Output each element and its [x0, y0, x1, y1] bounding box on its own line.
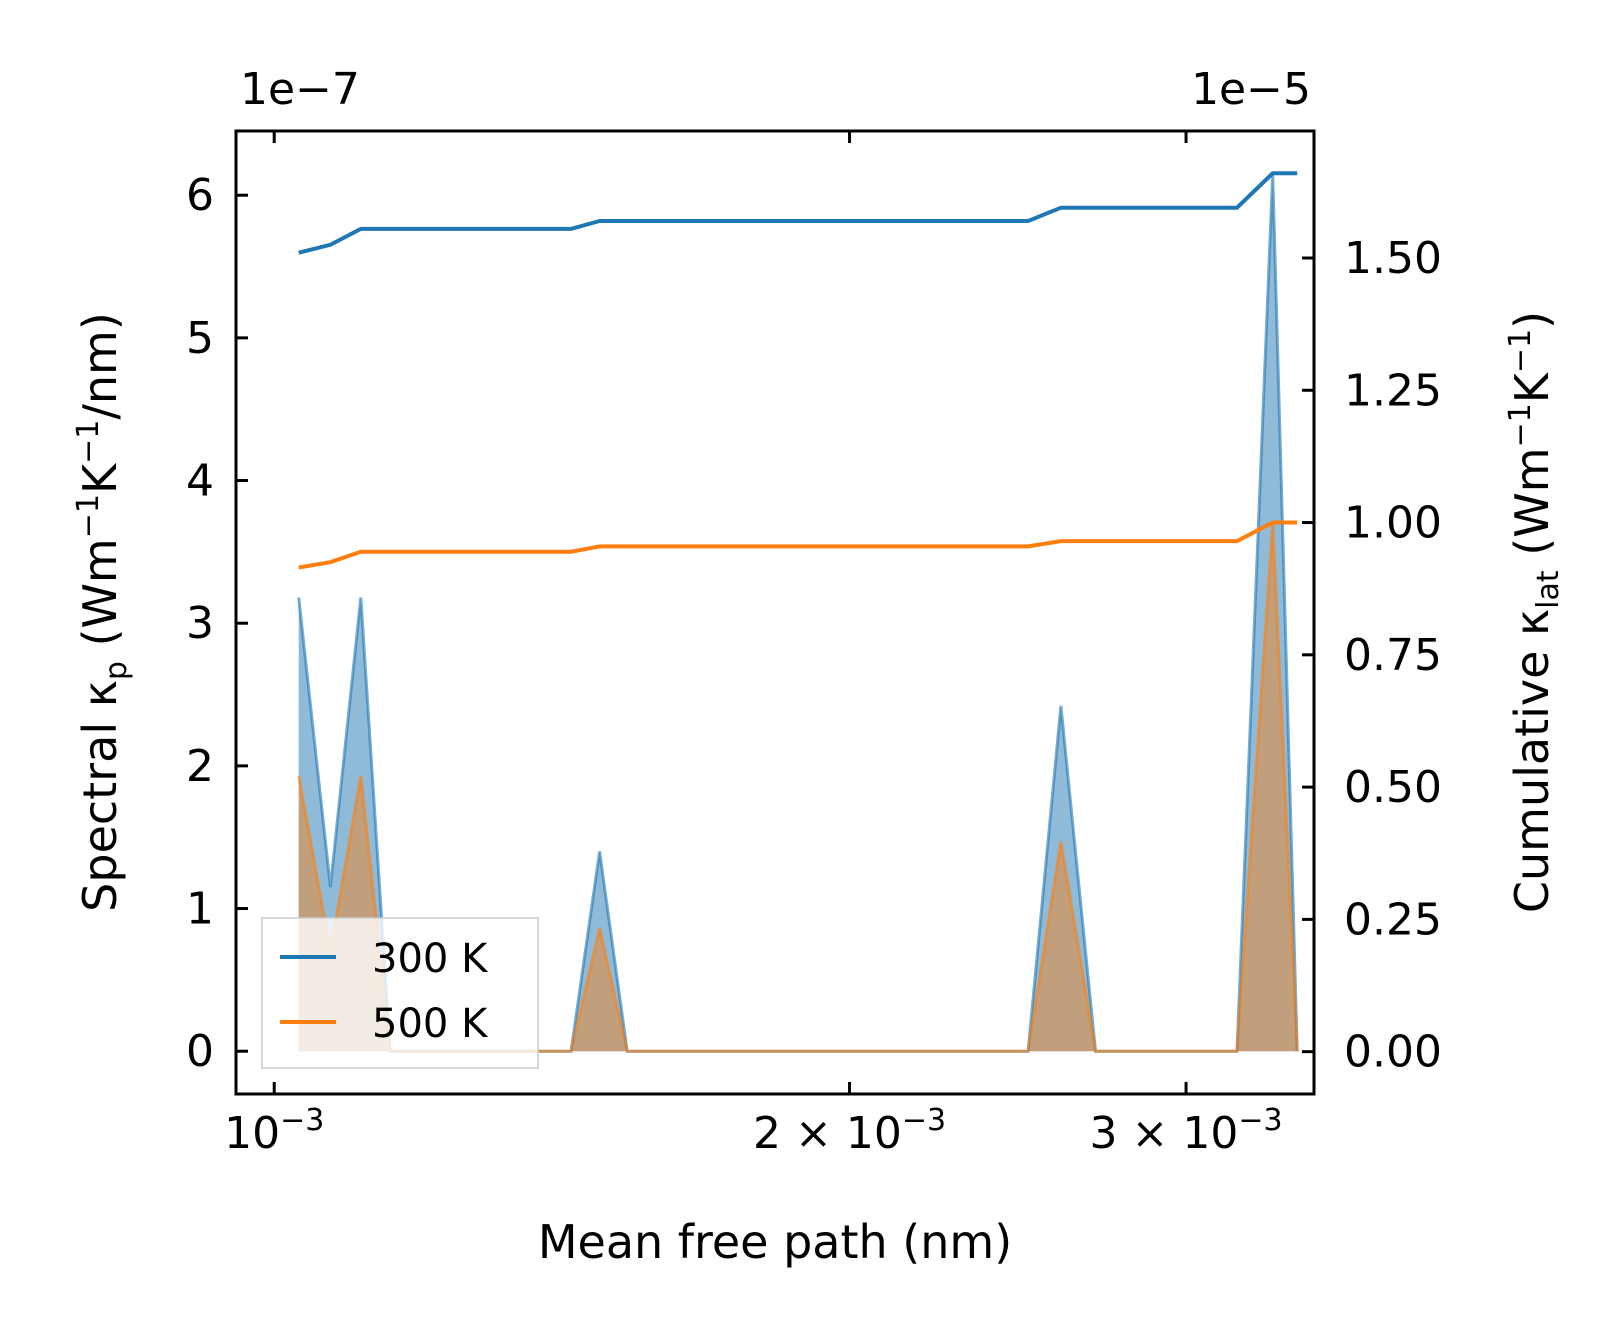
x-tick-label-base-0: 10 — [224, 1108, 280, 1159]
y-right-title-end: ) — [1505, 311, 1559, 329]
y-left-tick-label-6: 6 — [186, 170, 214, 221]
x-axis-title: Mean free path (nm) — [538, 1215, 1012, 1269]
y-left-tick-label-1: 1 — [186, 884, 214, 935]
y-left-title-sup2: −1 — [71, 420, 106, 464]
y-right-tick-label-5: 1.25 — [1344, 365, 1442, 416]
y-right-tick-layer: 0.00 0.25 0.50 0.75 1.00 1.25 1.50 — [1302, 233, 1442, 1078]
y-right-tick-label-3: 0.75 — [1344, 630, 1442, 681]
x-tick-label-base-2: 3 × 10 — [1090, 1108, 1239, 1159]
y-right-title-sup1: −1 — [1503, 403, 1538, 447]
y-right-title-units: (Wm — [1505, 447, 1559, 570]
y-left-title-units: (Wm — [73, 538, 127, 661]
y-right-tick-label-6: 1.50 — [1344, 233, 1442, 284]
x-offset-right: 1e−5 — [1191, 64, 1311, 115]
y-left-title-sup1: −1 — [71, 494, 106, 538]
y-left-title-end: /nm) — [73, 312, 127, 419]
y-left-tick-label-2: 2 — [186, 741, 214, 792]
y-left-title-main: Spectral κ — [73, 680, 127, 912]
y-right-title-sub: lat — [1531, 570, 1566, 609]
x-tick-label-exp-2: −3 — [1238, 1103, 1282, 1138]
y-left-tick-layer: 0 1 2 3 4 5 6 — [186, 170, 248, 1077]
x-offset-left: 1e−7 — [240, 64, 360, 115]
y-left-axis-title: Spectral κp (Wm−1K−1/nm) — [71, 312, 134, 912]
y-right-axis-title: Cumulative κlat (Wm−1K−1) — [1503, 311, 1566, 913]
y-left-tick-label-0: 0 — [186, 1026, 214, 1077]
x-tick-label-exp-0: −3 — [280, 1103, 324, 1138]
y-left-tick-label-3: 3 — [186, 598, 214, 649]
y-right-tick-label-1: 0.25 — [1344, 894, 1442, 945]
x-tick-label-base-1: 2 × 10 — [753, 1108, 902, 1159]
legend: 300 K 500 K — [261, 917, 539, 1069]
cumulative-line-300k — [298, 171, 1298, 255]
y-left-tick-label-5: 5 — [186, 313, 214, 364]
y-right-tick-label-4: 1.00 — [1344, 498, 1442, 549]
legend-label-500k: 500 K — [372, 1001, 489, 1047]
y-right-tick-label-2: 0.50 — [1344, 762, 1442, 813]
legend-frame — [261, 917, 539, 1069]
x-tick-label-0: 10−3 — [224, 1103, 324, 1159]
x-tick-label-2: 3 × 10−3 — [1090, 1103, 1283, 1159]
y-left-title-sub: p — [99, 661, 134, 680]
x-tick-label-exp-1: −3 — [902, 1103, 946, 1138]
y-left-tick-label-4: 4 — [186, 456, 214, 507]
plot-frame — [234, 129, 1316, 1096]
x-tick-label-1: 2 × 10−3 — [753, 1103, 946, 1159]
y-right-title-sup2: −1 — [1503, 329, 1538, 373]
y-left-title-mid: K — [73, 462, 127, 494]
y-right-title-mid: K — [1505, 371, 1559, 403]
legend-label-300k: 300 K — [372, 936, 489, 982]
x-tick-layer: 10−3 2 × 10−3 3 × 10−3 — [224, 131, 1283, 1159]
y-right-tick-label-0: 0.00 — [1344, 1027, 1442, 1078]
y-right-title-main: Cumulative κ — [1505, 609, 1559, 913]
cumulative-line-500k — [298, 520, 1298, 570]
